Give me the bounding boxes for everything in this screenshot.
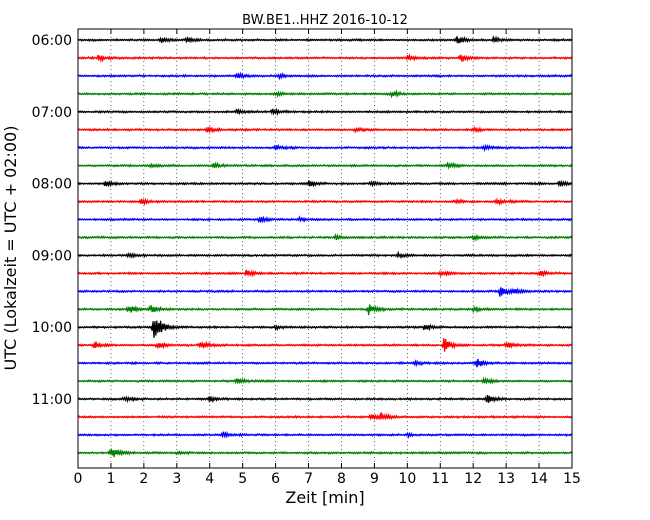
trace-line: [77, 143, 573, 153]
x-axis-label: Zeit [min]: [285, 488, 364, 507]
x-tick-label: 7: [304, 471, 313, 487]
trace-line: [77, 125, 573, 134]
trace-line: [77, 304, 573, 316]
x-tick-label: 14: [530, 471, 548, 487]
trace-line: [77, 53, 573, 63]
trace-line: [77, 287, 573, 297]
x-tick-label: 12: [464, 471, 482, 487]
trace-line: [77, 71, 573, 81]
trace-line: [77, 448, 573, 458]
trace-line: [77, 233, 573, 243]
x-tick-label: 11: [431, 471, 449, 487]
x-tick-label: 15: [563, 471, 581, 487]
x-tick-label: 2: [139, 471, 148, 487]
trace-line: [77, 358, 573, 368]
x-tick-label: 4: [205, 471, 214, 487]
y-tick-label: 07:00: [32, 105, 72, 121]
y-tick-label: 11:00: [32, 392, 72, 408]
trace-line: [77, 395, 573, 404]
trace-line: [77, 197, 573, 207]
trace-line: [77, 430, 573, 440]
trace-line: [77, 215, 573, 224]
trace-line: [77, 89, 573, 99]
x-tick-label: 9: [370, 471, 379, 487]
y-axis-ticks: 06:00 07:00 08:00 09:00 10:00 11:00: [32, 33, 83, 408]
trace-line: [77, 160, 573, 170]
x-tick-label: 5: [238, 471, 247, 487]
trace-line: [77, 179, 573, 188]
chart-title: BW.BE1..HHZ 2016-10-12: [242, 13, 408, 28]
x-tick-label: 8: [337, 471, 346, 487]
x-tick-label: 10: [398, 471, 416, 487]
x-tick-label: 3: [172, 471, 181, 487]
y-tick-label: 09:00: [32, 248, 72, 264]
seismogram-traces: [77, 34, 573, 458]
y-axis-label: UTC (Lokalzeit = UTC + 02:00): [1, 126, 20, 371]
trace-line: [77, 269, 573, 278]
y-tick-label: 08:00: [32, 177, 72, 193]
x-tick-label: 1: [106, 471, 115, 487]
y-tick-label: 06:00: [32, 33, 72, 49]
trace-line: [77, 320, 573, 338]
trace-line: [77, 338, 573, 352]
trace-line: [77, 250, 573, 260]
plot-frame: [77, 28, 573, 469]
trace-line: [77, 107, 573, 117]
y-tick-label: 10:00: [32, 320, 72, 336]
x-axis-ticks: 0 1 2 3 4 5 6 7 8 9 10 11 12 13 14 15: [74, 29, 581, 487]
x-tick-label: 13: [497, 471, 515, 487]
trace-line: [77, 412, 573, 421]
x-tick-label: 6: [271, 471, 280, 487]
x-tick-label: 0: [74, 471, 83, 487]
trace-line: [77, 34, 573, 44]
trace-line: [77, 376, 573, 385]
